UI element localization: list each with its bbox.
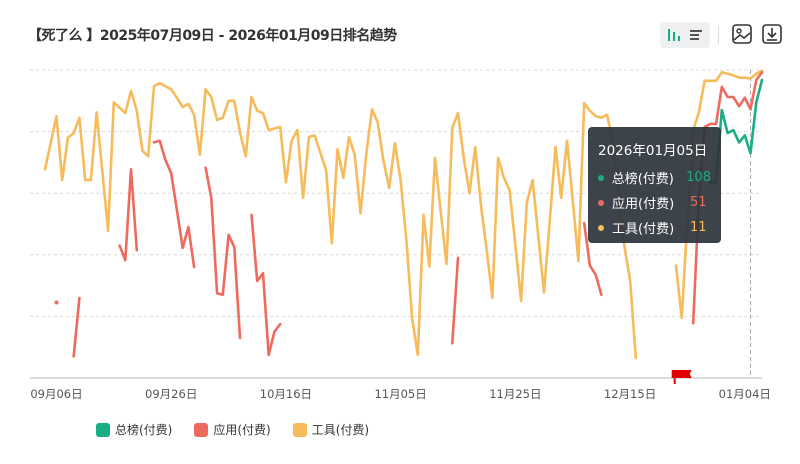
series-line-1 [450,256,460,345]
tooltip-series-name: 应用(付费) [612,197,675,212]
legend-label: 工具(付费) [311,423,370,437]
chart-tooltip: 2026年01月05日 总榜(付费) 108 应用(付费) 51 工具(付费) … [588,127,721,243]
tooltip-row: 总榜(付费) 108 [598,165,711,190]
series-line-1 [72,296,81,358]
bar-chart-icon[interactable] [662,23,686,47]
download-icon[interactable] [760,22,784,46]
tooltip-row: 应用(付费) 51 [598,190,711,215]
x-tick-label: 12月15日 [604,387,656,401]
legend-item-apps[interactable]: 应用(付费) [194,421,271,438]
series-line-2 [43,81,638,360]
legend-swatch [96,422,110,437]
legend-item-tools[interactable]: 工具(付费) [292,421,370,438]
series-line-1 [118,168,139,262]
chart-toolbar [660,22,800,50]
series-line-1 [250,213,282,357]
series-dot-icon [598,224,604,231]
x-tick-label: 11月25日 [489,387,541,401]
view-toggle [660,22,710,48]
legend-label: 应用(付费) [213,423,271,437]
x-tick-label: 11月05日 [374,387,426,401]
chart-title: 【死了么 】2025年07月09日 - 2026年01月09日排名趋势 [28,28,397,44]
series-line-1 [582,221,603,297]
tooltip-value: 11 [690,220,707,235]
x-tick-label: 10月16日 [260,387,312,401]
x-tick-label: 01月04日 [719,387,771,401]
legend-swatch [292,422,307,437]
tooltip-series-name: 总榜(付费) [611,172,674,187]
tooltip-value: 108 [686,170,711,185]
series-line-1 [152,139,196,269]
legend-swatch [194,422,209,437]
flag-shape [671,370,692,384]
list-icon[interactable] [684,23,708,47]
image-export-icon[interactable] [730,22,754,46]
series-line-1 [204,166,242,340]
tooltip-row: 工具(付费) 11 [598,215,711,240]
x-tick-label: 09月26日 [145,387,197,401]
legend-label: 总榜(付费) [115,423,173,437]
flag-icon [671,370,692,384]
legend-item-overall[interactable]: 总榜(付费) [96,421,172,438]
tooltip-series-name: 工具(付费) [612,222,675,237]
series-dot-icon [598,199,604,206]
tooltip-value: 51 [690,195,707,210]
chart-legend: 总榜(付费) 应用(付费) 工具(付费) [96,421,391,438]
toolbar-divider [718,26,719,44]
tooltip-date: 2026年01月05日 [598,143,708,159]
series-point [54,300,59,305]
x-tick-label: 09月06日 [30,387,82,401]
series-dot-icon [598,174,604,181]
